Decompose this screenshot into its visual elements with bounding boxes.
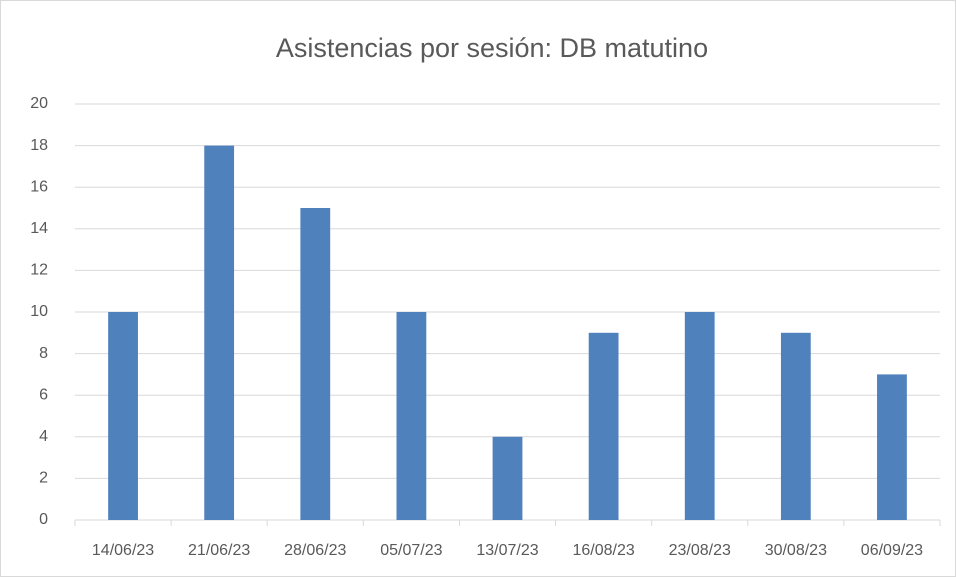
bar xyxy=(588,332,619,520)
x-tick-label: 21/06/23 xyxy=(188,542,250,559)
x-tick-label: 14/06/23 xyxy=(92,542,154,559)
bar xyxy=(396,312,427,520)
bar xyxy=(684,312,715,520)
bar xyxy=(300,208,331,520)
y-tick-label: 8 xyxy=(39,345,48,362)
bar xyxy=(780,332,811,520)
bar xyxy=(108,312,138,520)
y-tick-label: 4 xyxy=(39,428,48,445)
y-tick-label: 14 xyxy=(30,220,48,237)
y-tick-label: 18 xyxy=(30,137,48,154)
x-tick-label: 23/08/23 xyxy=(669,542,731,559)
y-tick-label: 2 xyxy=(39,470,48,487)
chart-title: Asistencias por sesión: DB matutino xyxy=(276,33,708,63)
x-tick-label: 05/07/23 xyxy=(380,542,442,559)
bar xyxy=(492,436,523,520)
y-tick-label: 12 xyxy=(30,262,48,279)
y-tick-label: 20 xyxy=(30,95,48,112)
x-tick-label: 30/08/23 xyxy=(765,542,827,559)
x-tick-label: 28/06/23 xyxy=(284,542,346,559)
y-tick-label: 6 xyxy=(39,386,48,403)
y-tick-label: 16 xyxy=(30,178,48,195)
bar xyxy=(877,374,907,520)
x-tick-label: 13/07/23 xyxy=(476,542,538,559)
x-tick-label: 16/08/23 xyxy=(572,542,634,559)
x-tick-label: 06/09/23 xyxy=(861,542,923,559)
bar xyxy=(204,145,235,520)
y-tick-label: 0 xyxy=(39,511,48,528)
y-tick-label: 10 xyxy=(30,303,48,320)
